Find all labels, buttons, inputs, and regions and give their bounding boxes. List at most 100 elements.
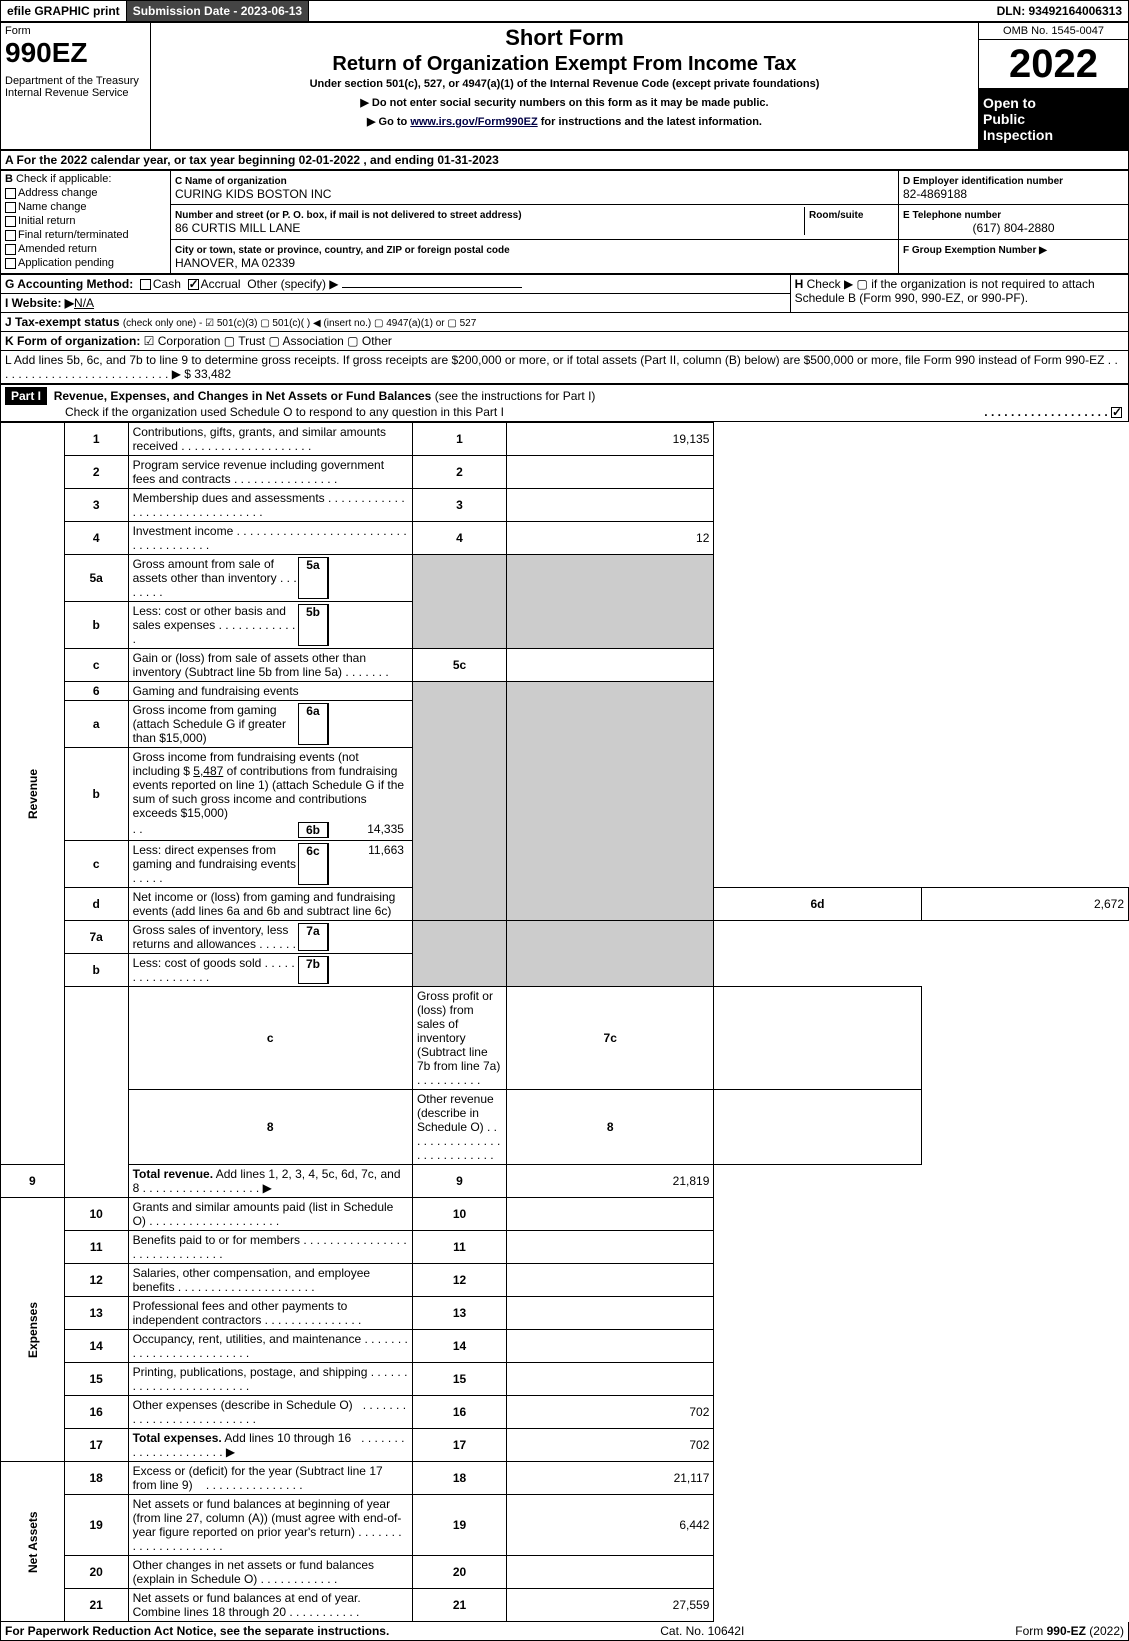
title-ssn-warning: ▶ Do not enter social security numbers o… — [155, 96, 974, 109]
revenue-vlabel: Revenue — [1, 423, 65, 1165]
ln14-rn: 14 — [412, 1330, 506, 1363]
title-go-to: ▶ Go to www.irs.gov/Form990EZ for instru… — [155, 115, 974, 128]
room-label: Room/suite — [809, 210, 863, 221]
ln6b-num: b — [64, 748, 128, 841]
k-options[interactable]: ☑ Corporation ▢ Trust ▢ Association ▢ Ot… — [144, 334, 392, 348]
g-other[interactable]: Other (specify) ▶ — [247, 277, 338, 291]
cb-initial-return[interactable]: Initial return — [5, 215, 166, 227]
l-arrow: ▶ $ — [172, 367, 191, 381]
ln16-desc: Other expenses (describe in Schedule O) … — [128, 1396, 412, 1429]
ln7b-num: b — [64, 954, 128, 987]
section-j: J Tax-exempt status (check only one) - ☑… — [1, 313, 1129, 332]
g-accrual[interactable]: Accrual — [201, 277, 241, 291]
irs-link[interactable]: www.irs.gov/Form990EZ — [410, 116, 537, 128]
ln18-amt: 21,117 — [507, 1462, 714, 1495]
ln8-num: 8 — [128, 1090, 412, 1165]
l-text: L Add lines 5b, 6c, and 7b to line 9 to … — [5, 353, 1104, 367]
dln: DLN: 93492164006313 — [991, 1, 1128, 21]
ln7c-amt — [714, 987, 921, 1090]
ln7a-box: 7a — [298, 923, 328, 951]
ln7ab-grey1 — [412, 921, 506, 987]
ln18-desc: Excess or (deficit) for the year (Subtra… — [128, 1462, 412, 1495]
footer-left: For Paperwork Reduction Act Notice, see … — [5, 1624, 389, 1638]
ln19-amt: 6,442 — [507, 1495, 714, 1556]
ln13-desc: Professional fees and other payments to … — [128, 1297, 412, 1330]
part1-header: Part I Revenue, Expenses, and Changes in… — [0, 384, 1129, 422]
ln1-desc: Contributions, gifts, grants, and simila… — [128, 423, 412, 456]
ln6b-desc: Gross income from fundraising events (no… — [128, 748, 412, 841]
ln2-num: 2 — [64, 456, 128, 489]
ln20-num: 20 — [64, 1556, 128, 1589]
ln6-desc: Gaming and fundraising events — [128, 682, 412, 701]
ln3-rn: 3 — [412, 489, 506, 522]
ln6-grey1 — [412, 682, 506, 921]
title-under-section: Under section 501(c), 527, or 4947(a)(1)… — [155, 78, 974, 90]
ln14-amt — [507, 1330, 714, 1363]
ln17-desc: Total expenses. Add lines 10 through 16 … — [128, 1429, 412, 1462]
ein: 82-4869188 — [903, 187, 967, 201]
ln9-rn: 9 — [412, 1165, 506, 1198]
ln19-num: 19 — [64, 1495, 128, 1556]
ln10-desc: Grants and similar amounts paid (list in… — [128, 1198, 412, 1231]
ln20-amt — [507, 1556, 714, 1589]
lines-table: Revenue 1 Contributions, gifts, grants, … — [0, 422, 1129, 1622]
ln17-rn: 17 — [412, 1429, 506, 1462]
ln2-amt — [507, 456, 714, 489]
b-label: B — [5, 173, 13, 185]
cb-amended-return[interactable]: Amended return — [5, 243, 166, 255]
ln19-desc: Net assets or fund balances at beginning… — [128, 1495, 412, 1556]
ln6b-fill: 5,487 — [193, 764, 223, 778]
ln19-rn: 19 — [412, 1495, 506, 1556]
ln15-amt — [507, 1363, 714, 1396]
ln6d-rn: 6d — [714, 888, 921, 921]
footer-mid: Cat. No. 10642I — [660, 1624, 744, 1638]
open-inspection-cell: Open to Public Inspection — [979, 89, 1129, 150]
cb-name-change[interactable]: Name change — [5, 201, 166, 213]
city-label: City or town, state or province, country… — [175, 245, 510, 256]
footer-right: Form 990-EZ (2022) — [1015, 1624, 1124, 1638]
footer: For Paperwork Reduction Act Notice, see … — [0, 1622, 1129, 1641]
ghijkl-block: G Accounting Method: Cash Accrual Other … — [0, 274, 1129, 384]
ln20-desc: Other changes in net assets or fund bala… — [128, 1556, 412, 1589]
top-bar: efile GRAPHIC print Submission Date - 20… — [0, 0, 1129, 22]
ln18-rn: 18 — [412, 1462, 506, 1495]
ln4-amt: 12 — [507, 522, 714, 555]
part1-schedule-o-checkbox[interactable] — [1111, 407, 1122, 418]
efile-label[interactable]: efile GRAPHIC print — [1, 1, 127, 21]
section-d: D Employer identification number 82-4869… — [899, 171, 1129, 205]
goto-post: for instructions and the latest informat… — [538, 116, 762, 128]
ln5c-desc: Gain or (loss) from sale of assets other… — [128, 649, 412, 682]
ln16-num: 16 — [64, 1396, 128, 1429]
ln5a-num: 5a — [64, 555, 128, 602]
cb-final-return[interactable]: Final return/terminated — [5, 229, 166, 241]
ln21-num: 21 — [64, 1589, 128, 1622]
ln14-num: 14 — [64, 1330, 128, 1363]
ln6b-boxamt: 14,335 — [328, 822, 408, 838]
ln6-grey2 — [507, 682, 714, 921]
b-check-if: Check if applicable: — [16, 173, 111, 185]
ln7c-num: c — [128, 987, 412, 1090]
ln2-desc: Program service revenue including govern… — [128, 456, 412, 489]
ln6d-amt: 2,672 — [921, 888, 1128, 921]
d-label: D Employer identification number — [903, 176, 1063, 187]
g-cash[interactable]: Cash — [153, 277, 181, 291]
ln9-amt: 21,819 — [507, 1165, 714, 1198]
ln6-num: 6 — [64, 682, 128, 701]
part1-sub: (see the instructions for Part I) — [435, 389, 596, 403]
ln7c-rn: 7c — [507, 987, 714, 1090]
h-text: Check ▶ ▢ if the organization is not req… — [795, 277, 1095, 305]
cb-application-pending[interactable]: Application pending — [5, 257, 166, 269]
ln5b-box: 5b — [298, 604, 328, 646]
ln4-desc: Investment income . . . . . . . . . . . … — [128, 522, 412, 555]
ln12-desc: Salaries, other compensation, and employ… — [128, 1264, 412, 1297]
netassets-vlabel: Net Assets — [1, 1462, 65, 1622]
ln7c-desc: Gross profit or (loss) from sales of inv… — [412, 987, 506, 1090]
j-options[interactable]: (check only one) - ☑ 501(c)(3) ▢ 501(c)(… — [123, 318, 476, 329]
g-label: G Accounting Method: — [5, 277, 133, 291]
c-name-label: Name of organization — [185, 176, 287, 187]
open-line1: Open to — [983, 95, 1124, 111]
ln11-desc: Benefits paid to or for members . . . . … — [128, 1231, 412, 1264]
title-short-form: Short Form — [155, 25, 974, 51]
ln14-desc: Occupancy, rent, utilities, and maintena… — [128, 1330, 412, 1363]
cb-address-change[interactable]: Address change — [5, 187, 166, 199]
